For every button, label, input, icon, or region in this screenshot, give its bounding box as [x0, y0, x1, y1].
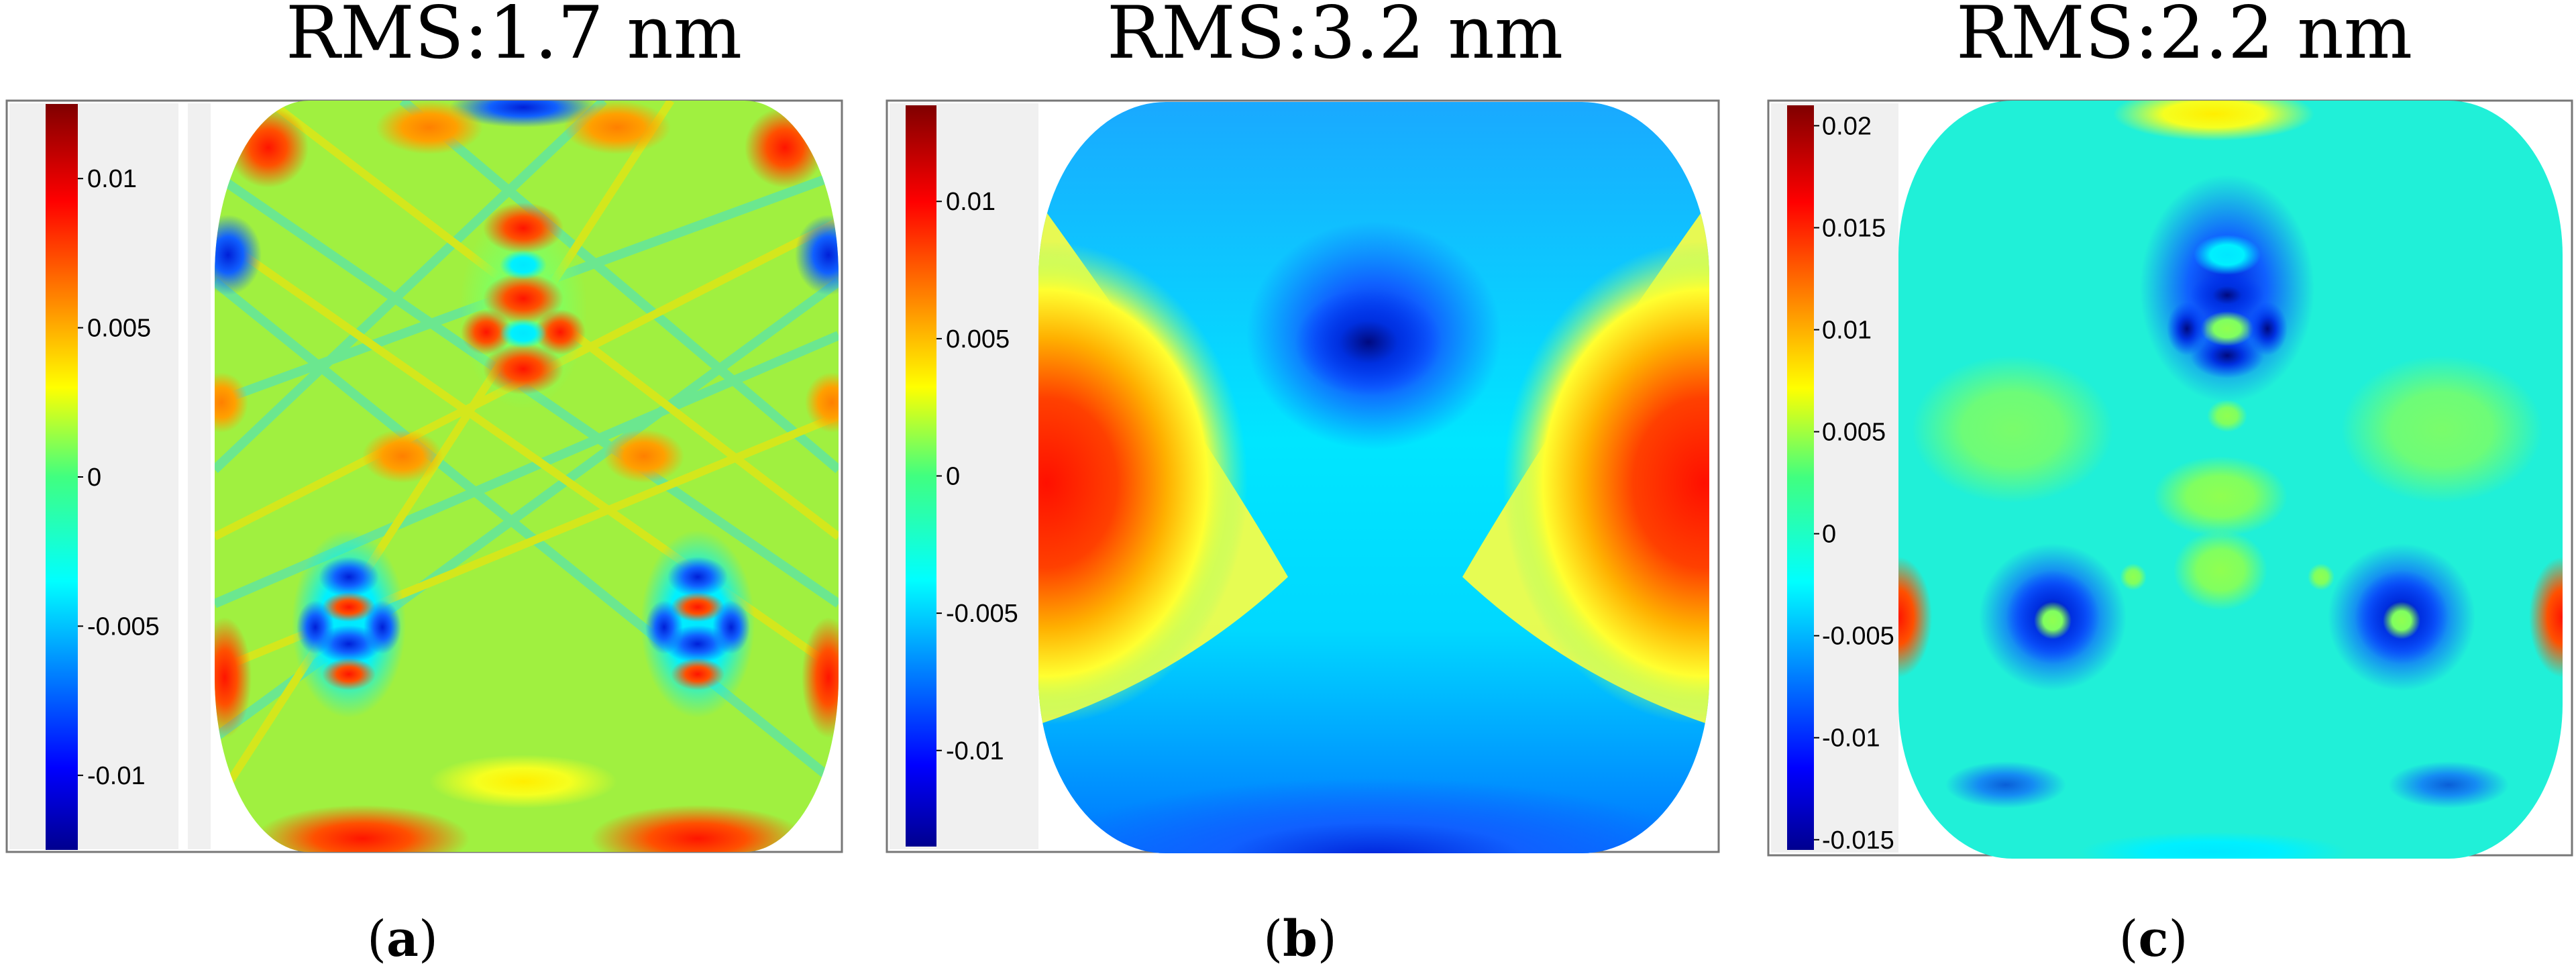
- colorbar-b-tick-label: 0.005: [946, 325, 1010, 354]
- panel-a-colorbar: [46, 104, 78, 850]
- colorbar-b-tick-label: -0.01: [946, 737, 1004, 765]
- panel-c-map: [1898, 101, 2563, 859]
- panel-c-colorbar: [1787, 105, 1814, 850]
- colorbar-b-tick-label: -0.005: [946, 600, 1018, 628]
- panel-a-colorbar-ticks: 0.01 0.005 0 -0.005 -0.01: [78, 165, 160, 790]
- panel-b-colorbar-ticks: 0.01 0.005 0 -0.005 -0.01: [936, 188, 1018, 765]
- panel-c: RMS:2.2 nm 0.02 0.015 0.01 0.005 0 -0.005 -0.0…: [1767, 0, 2573, 859]
- panel-a-strip: [188, 103, 211, 849]
- colorbar-a-tick-label: -0.005: [87, 612, 160, 641]
- panel-b-colorbar: [906, 105, 936, 847]
- colorbar-c-tick-label: 0.01: [1822, 317, 1872, 345]
- colorbar-c-tick-label: 0.02: [1822, 112, 1872, 140]
- panel-b-label: (b): [1263, 910, 1337, 968]
- colorbar-c-tick-label: 0.005: [1822, 419, 1886, 447]
- panel-a-title: RMS:1.7 nm: [286, 0, 742, 75]
- colorbar-c-tick-label: 0: [1822, 521, 1836, 549]
- colorbar-c-tick-label: -0.01: [1822, 724, 1880, 753]
- panel-c-title: RMS:2.2 nm: [1956, 0, 2412, 75]
- panel-b-title: RMS:3.2 nm: [1107, 0, 1563, 75]
- colorbar-a-tick-label: -0.01: [87, 762, 146, 790]
- colorbar-a-tick-label: 0: [87, 464, 101, 492]
- panel-b: RMS:3.2 nm 0.01 0.005 0 -0.005 -0.01: [885, 0, 1720, 853]
- panel-a: RMS:1.7 nm 0.01 0.005 0 -0.005 -0.01: [5, 0, 843, 853]
- panel-a-colorbar-bg: [9, 103, 178, 849]
- panel-c-label: (c): [2119, 910, 2188, 968]
- colorbar-c-tick-label: -0.015: [1822, 826, 1894, 855]
- colorbar-c-tick-label: -0.005: [1822, 623, 1894, 651]
- panel-a-map: [215, 101, 839, 852]
- panel-b-map: [1038, 102, 1709, 853]
- colorbar-a-tick-label: 0.01: [87, 165, 137, 193]
- panel-c-colorbar-ticks: 0.02 0.015 0.01 0.005 0 -0.005 -0.01 -0.015: [1814, 112, 1894, 855]
- colorbar-c-tick-label: 0.015: [1822, 214, 1886, 242]
- colorbar-b-tick-label: 0.01: [946, 188, 996, 216]
- panel-a-label: (a): [367, 910, 438, 968]
- colorbar-a-tick-label: 0.005: [87, 315, 151, 343]
- colorbar-b-tick-label: 0: [946, 463, 960, 491]
